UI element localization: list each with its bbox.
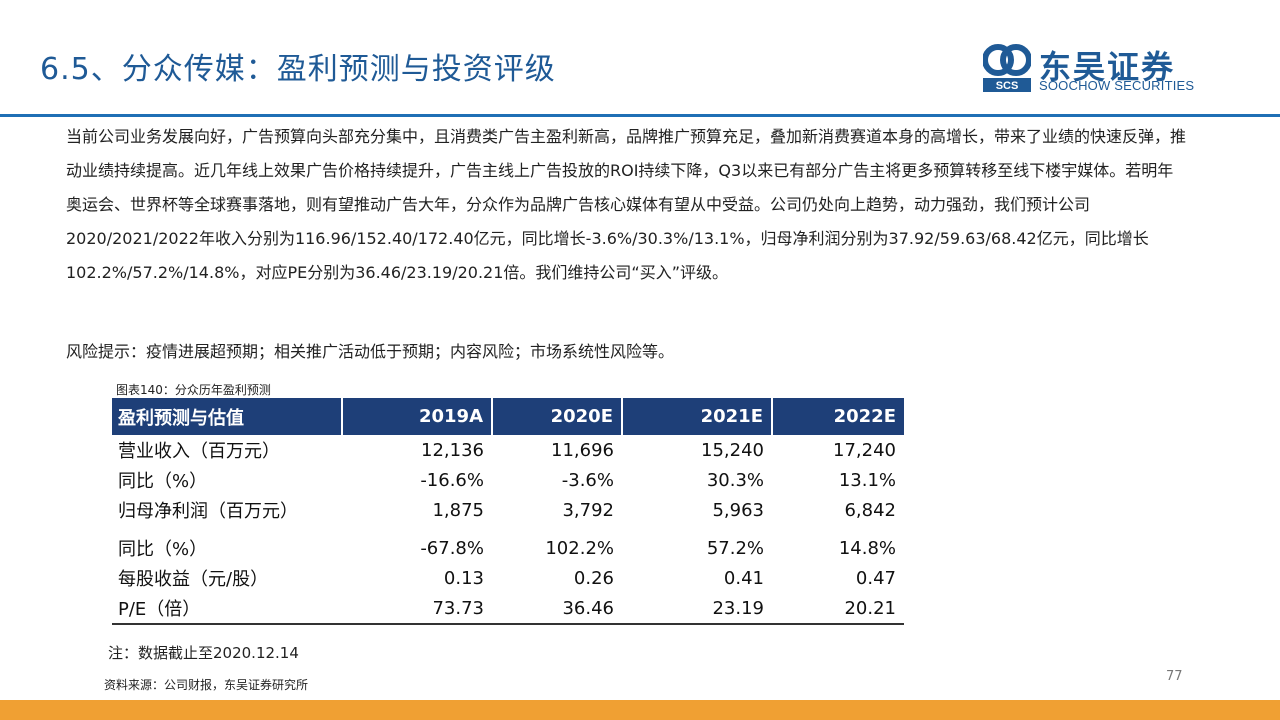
data-source: 资料来源：公司财报，东吴证券研究所 (104, 678, 309, 692)
table-row-net-profit: 归母净利润（百万元） 1,875 3,792 5,963 6,842 (112, 495, 904, 525)
table-cell: 30.3% (706, 469, 764, 491)
table-cell: 0.47 (855, 567, 896, 589)
header-cell-metric: 盈利预测与估值 (112, 398, 343, 435)
table-cell: 12,136 (421, 439, 484, 461)
header-cell-2021e: 2021E (622, 398, 773, 435)
table-header-row: 盈利预测与估值 2019A 2020E 2021E 2022E (112, 398, 904, 435)
header-divider (0, 114, 1280, 117)
header-cell-2022e: 2022E (772, 398, 904, 435)
table-row-pe: P/E（倍） 73.73 36.46 23.19 20.21 (112, 593, 904, 625)
table-cell: 14.8% (838, 537, 896, 559)
footer-bar (0, 700, 1280, 720)
table-caption: 图表140：分众历年盈利预测 (116, 383, 271, 397)
table-row-eps: 每股收益（元/股） 0.13 0.26 0.41 0.47 (112, 563, 904, 593)
analysis-paragraph: 当前公司业务发展向好，广告预算向头部充分集中，且消费类广告主盈利新高，品牌推广预… (66, 127, 1187, 282)
row-label: 每股收益（元/股） (118, 569, 269, 590)
earnings-forecast-table: 盈利预测与估值 2019A 2020E 2021E 2022E 营业收入（百万元… (112, 398, 904, 625)
page-title: 6.5、分众传媒：盈利预测与投资评级 (40, 52, 556, 87)
table-cell: -16.6% (420, 469, 484, 491)
table-row-net-profit-yoy: 同比（%） -67.8% 102.2% 57.2% 14.8% (112, 525, 904, 563)
table-cell: 1,875 (432, 499, 484, 521)
table-cell: -3.6% (561, 469, 614, 491)
table-row-revenue: 营业收入（百万元） 12,136 11,696 15,240 17,240 (112, 435, 904, 465)
logo-chinese-name: 东吴证券 (1039, 48, 1176, 86)
table-cell: 20.21 (772, 593, 904, 625)
table-cell: 0.41 (723, 567, 764, 589)
table-cell: 73.73 (342, 593, 492, 625)
page-number: 77 (1166, 669, 1183, 684)
company-logo: SCS 东吴证券 SOOCHOW SECURITIES (983, 42, 1208, 94)
soochow-logo-icon: SCS (983, 44, 1031, 92)
header-cell-2020e: 2020E (492, 398, 623, 435)
table-cell: 36.46 (492, 593, 622, 625)
risk-warning: 风险提示：疫情进展超预期；相关推广活动低于预期；内容风险；市场系统性风险等。 (66, 342, 675, 361)
header-cell-2019a: 2019A (342, 398, 493, 435)
row-label: 同比（%） (118, 539, 208, 560)
table-cell: 0.13 (443, 567, 484, 589)
table-cell: 102.2% (545, 537, 614, 559)
table-cell: 5,963 (712, 499, 764, 521)
table-cell: 13.1% (838, 469, 896, 491)
row-label: 同比（%） (118, 471, 208, 492)
row-label: 营业收入（百万元） (118, 441, 280, 462)
table-cell: 6,842 (844, 499, 896, 521)
table-cell: 57.2% (706, 537, 764, 559)
table-cell: 15,240 (701, 439, 764, 461)
logo-english-name: SOOCHOW SECURITIES (1039, 78, 1195, 93)
table-cell: 3,792 (562, 499, 614, 521)
table-cell: 17,240 (833, 439, 896, 461)
row-label: P/E（倍） (112, 593, 342, 625)
logo-mark-text: SCS (996, 80, 1019, 92)
row-label: 归母净利润（百万元） (118, 501, 298, 522)
table-cell: -67.8% (420, 537, 484, 559)
table-cell: 23.19 (622, 593, 772, 625)
table-cell: 0.26 (573, 567, 614, 589)
table-row-revenue-yoy: 同比（%） -16.6% -3.6% 30.3% 13.1% (112, 465, 904, 495)
table-cell: 11,696 (551, 439, 614, 461)
data-note: 注：数据截止至2020.12.14 (108, 644, 299, 662)
